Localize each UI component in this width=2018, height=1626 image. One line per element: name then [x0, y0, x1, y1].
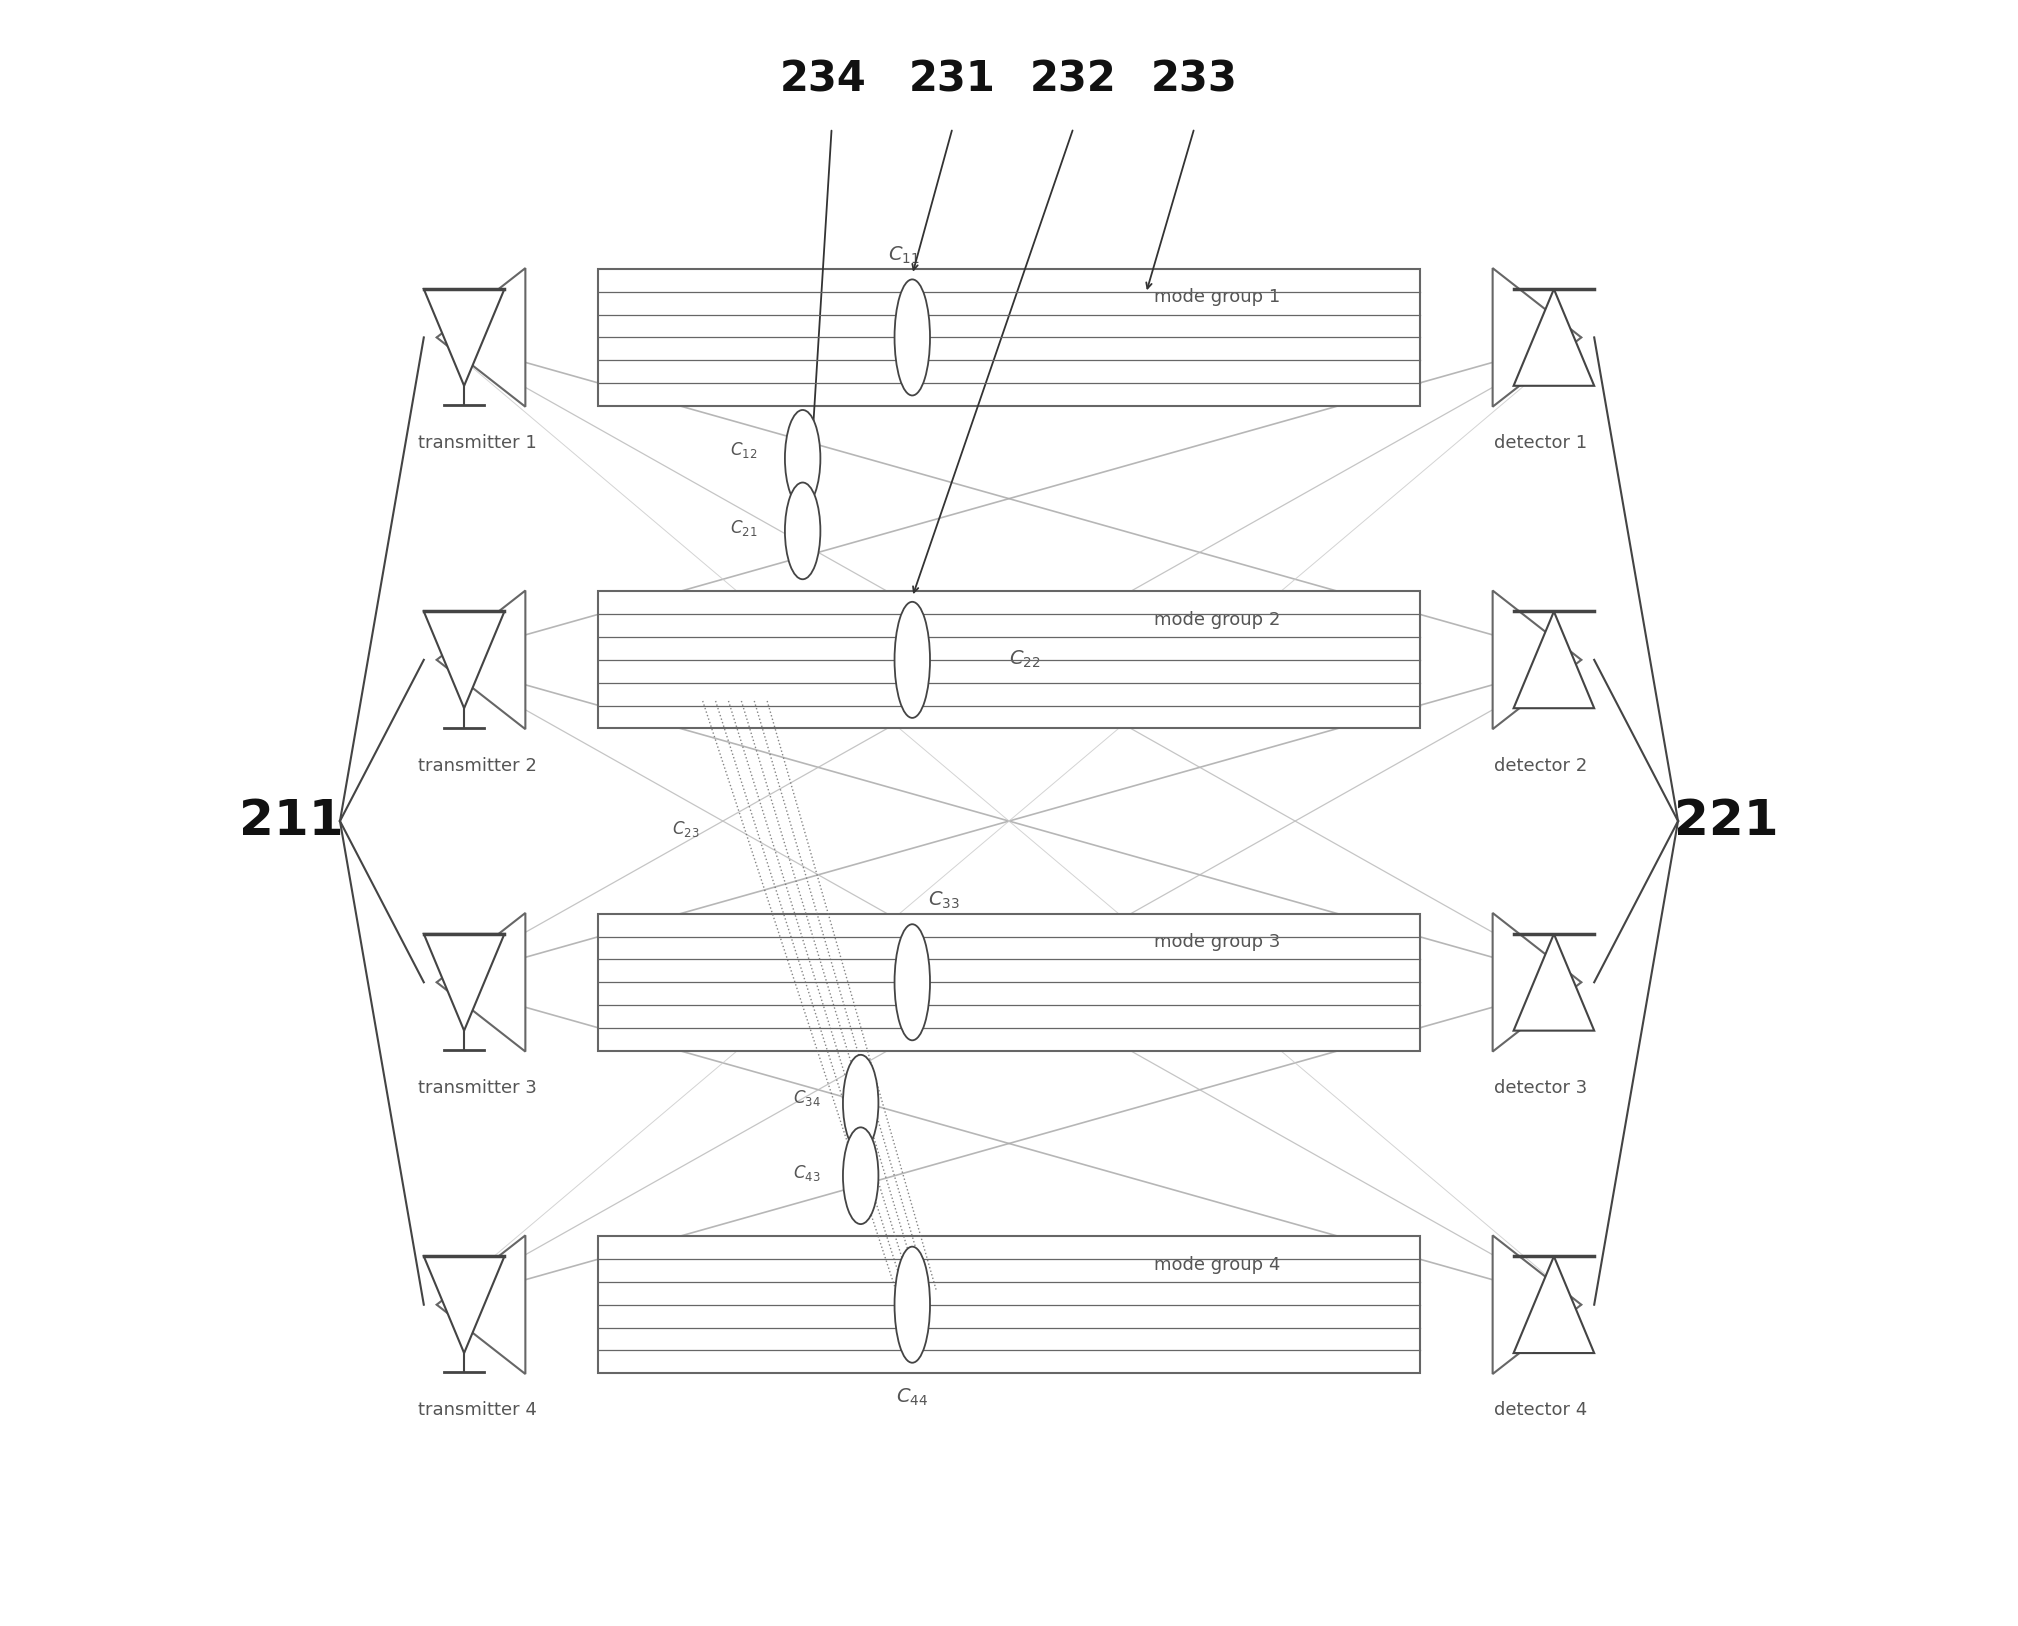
Polygon shape	[1514, 289, 1594, 385]
Text: $C_{23}$: $C_{23}$	[672, 820, 700, 839]
Polygon shape	[1493, 268, 1582, 406]
Polygon shape	[424, 289, 504, 385]
Bar	[597, 1236, 1421, 1374]
Text: transmitter 1: transmitter 1	[418, 434, 537, 452]
Text: mode group 3: mode group 3	[1154, 933, 1281, 951]
Text: 211: 211	[240, 797, 343, 846]
Bar	[597, 592, 1421, 728]
Text: $C_{33}$: $C_{33}$	[928, 889, 961, 911]
Text: transmitter 4: transmitter 4	[418, 1402, 537, 1419]
Text: 231: 231	[910, 59, 997, 101]
Text: $C_{21}$: $C_{21}$	[731, 517, 757, 538]
Ellipse shape	[894, 924, 930, 1041]
Text: mode group 4: mode group 4	[1154, 1255, 1281, 1273]
Text: 234: 234	[781, 59, 868, 101]
Polygon shape	[1493, 1236, 1582, 1374]
Polygon shape	[436, 268, 525, 406]
Ellipse shape	[894, 602, 930, 719]
Polygon shape	[436, 1236, 525, 1374]
Text: $C_{43}$: $C_{43}$	[793, 1163, 821, 1182]
Text: mode group 1: mode group 1	[1154, 288, 1279, 306]
Text: $C_{12}$: $C_{12}$	[731, 441, 757, 460]
Text: mode group 2: mode group 2	[1154, 611, 1281, 629]
Text: detector 3: detector 3	[1495, 1080, 1588, 1098]
Text: detector 4: detector 4	[1495, 1402, 1588, 1419]
Text: transmitter 3: transmitter 3	[418, 1080, 537, 1098]
Ellipse shape	[785, 483, 821, 579]
Polygon shape	[1493, 912, 1582, 1052]
Polygon shape	[1514, 1257, 1594, 1353]
Text: 233: 233	[1150, 59, 1237, 101]
Text: $C_{22}$: $C_{22}$	[1009, 649, 1041, 670]
Text: 221: 221	[1675, 797, 1778, 846]
Polygon shape	[1493, 590, 1582, 728]
Polygon shape	[424, 611, 504, 709]
Ellipse shape	[844, 1055, 878, 1151]
Polygon shape	[424, 933, 504, 1031]
Ellipse shape	[844, 1127, 878, 1224]
Ellipse shape	[785, 410, 821, 507]
Ellipse shape	[894, 1247, 930, 1363]
Ellipse shape	[894, 280, 930, 395]
Polygon shape	[1514, 611, 1594, 709]
Bar	[597, 914, 1421, 1050]
Polygon shape	[436, 590, 525, 728]
Text: detector 2: detector 2	[1495, 756, 1588, 774]
Text: $C_{44}$: $C_{44}$	[896, 1387, 928, 1408]
Bar	[597, 268, 1421, 406]
Text: detector 1: detector 1	[1495, 434, 1588, 452]
Polygon shape	[1514, 933, 1594, 1031]
Text: $C_{34}$: $C_{34}$	[793, 1088, 821, 1109]
Polygon shape	[436, 912, 525, 1052]
Text: transmitter 2: transmitter 2	[418, 756, 537, 774]
Text: 232: 232	[1029, 59, 1116, 101]
Polygon shape	[424, 1257, 504, 1353]
Text: $C_{11}$: $C_{11}$	[888, 246, 920, 267]
